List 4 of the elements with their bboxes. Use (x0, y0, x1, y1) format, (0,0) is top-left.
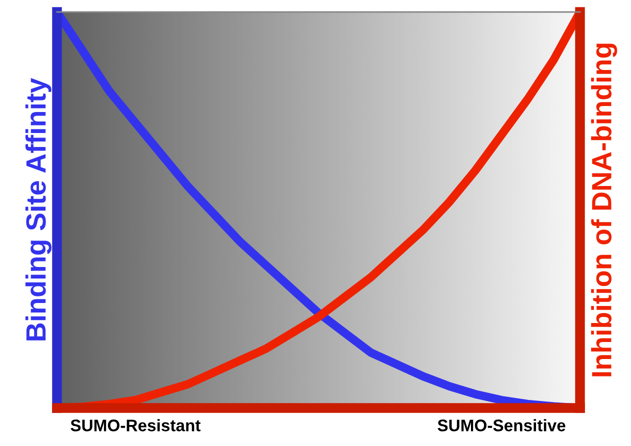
y2-axis-title: Inhibition of DNA-binding (591, 44, 618, 376)
x-tick-label: SUMO-Resistant (70, 419, 201, 432)
y-axis-title: Binding Site Affinity (25, 78, 52, 340)
x-tick-label: SUMO-Sensitive (438, 419, 566, 432)
